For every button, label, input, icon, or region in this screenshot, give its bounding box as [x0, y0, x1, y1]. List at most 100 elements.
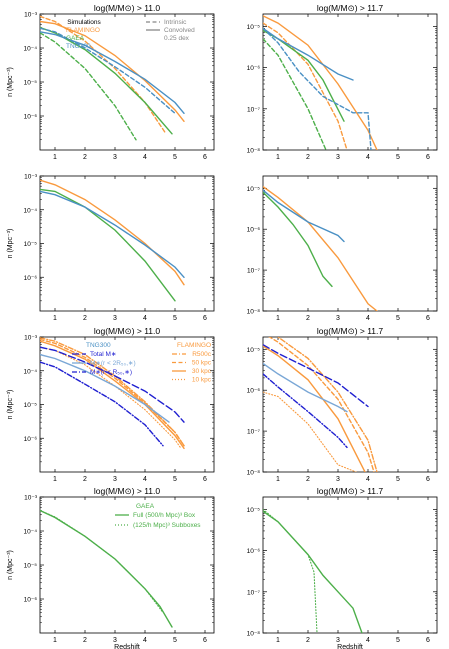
y-tick-label: 10⁻³ [24, 174, 38, 181]
y-tick-label: 10⁻⁸ [247, 309, 261, 316]
x-tick-label: 3 [336, 637, 340, 644]
x-axis-label: Redshift [337, 644, 363, 649]
x-tick-label: 4 [143, 637, 147, 644]
legend-label-flamingo: 30 kpc [192, 368, 212, 375]
series-line-tng300 [40, 31, 185, 114]
x-tick-label: 6 [426, 154, 430, 161]
x-tick-label: 4 [366, 315, 370, 322]
series-line-flamingo-50-kpc [268, 337, 375, 472]
legend-label-tng: M∗(r < 2R₅₀,∗) [90, 360, 136, 367]
y-tick-label: 10⁻⁴ [24, 529, 38, 536]
x-tick-label: 6 [203, 637, 207, 644]
x-tick-label: 4 [143, 315, 147, 322]
x-tick-label: 5 [173, 154, 177, 161]
legend-row3-tng: TNG300 Total M∗ M∗(r < 2R₅₀,∗) M∗(r < R₅₀,∗… [72, 342, 136, 376]
x-tick-label: 2 [306, 154, 310, 161]
series-line-flamingo [263, 22, 348, 150]
y-tick-label: 10⁻⁷ [247, 429, 261, 436]
x-tick-label: 3 [113, 315, 117, 322]
series-line-tng300 [263, 27, 372, 150]
plot-area [40, 179, 185, 302]
x-tick-label: 1 [53, 154, 57, 161]
y-axis-label: n (Mpc⁻³) [7, 550, 14, 580]
plot-area [263, 508, 363, 633]
y-tick-label: 10⁻⁶ [247, 227, 261, 234]
x-tick-label: 5 [396, 476, 400, 483]
x-tick-label: 6 [203, 476, 207, 483]
series-line-tng300 [263, 27, 354, 81]
y-tick-label: 10⁻⁶ [247, 388, 261, 395]
legend-title: FLAMINGO [177, 342, 211, 349]
panel-title: log(M/M⊙) > 11.0 [94, 326, 161, 336]
x-tick-label: 2 [306, 637, 310, 644]
x-tick-label: 2 [83, 637, 87, 644]
x-tick-label: 6 [203, 315, 207, 322]
x-tick-label: 5 [173, 637, 177, 644]
x-tick-label: 3 [113, 154, 117, 161]
y-tick-label: 10⁻⁸ [247, 470, 261, 477]
panel-title: log(M/M⊙) > 11.7 [317, 3, 384, 13]
y-tick-label: 10⁻⁸ [247, 631, 261, 638]
y-tick-label: 10⁻⁴ [24, 368, 38, 375]
series-line-flamingo [263, 185, 378, 311]
series-line-flamingo-r500c [276, 337, 378, 472]
x-tick-label: 1 [53, 476, 57, 483]
x-tick-label: 2 [83, 315, 87, 322]
x-tick-label: 3 [336, 154, 340, 161]
legend-title: Simulations [67, 19, 101, 26]
legend-label-tng: Total M∗ [90, 351, 116, 358]
x-tick-label: 3 [336, 476, 340, 483]
series-line-total-m [40, 346, 185, 423]
panel-row1-left: 1 2 3 4 5 6 10⁻³ 10⁻⁴ 10⁻⁵ 10⁻⁶ log(M/M⊙) > 11.0 n … [7, 3, 215, 161]
legend-label-tng300: TNG300 [66, 43, 91, 50]
legend-label-gaea: (125/h Mpc)³ Subboxes [133, 522, 201, 529]
y-tick-label: 10⁻⁵ [24, 402, 38, 409]
y-tick-label: 10⁻⁵ [247, 347, 261, 354]
y-tick-label: 10⁻³ [24, 495, 38, 502]
legend-title: GAEA [136, 503, 155, 510]
x-tick-label: 5 [396, 315, 400, 322]
x-tick-label: 2 [306, 476, 310, 483]
x-tick-label: 1 [276, 637, 280, 644]
x-tick-label: 6 [426, 637, 430, 644]
y-axis-label: n (Mpc⁻³) [7, 229, 14, 259]
panel-row3-left: 1 2 3 4 5 6 10⁻³ 10⁻⁴ 10⁻⁵ 10⁻⁶ log(M/M⊙) > 11.0 n … [7, 326, 215, 483]
series-line-flamingo-10-kpc [263, 391, 357, 472]
x-tick-label: 6 [426, 315, 430, 322]
y-tick-label: 10⁻⁵ [24, 241, 38, 248]
plot-frame [39, 336, 215, 473]
legend-title: TNG300 [86, 342, 111, 349]
series-line-flamingo [40, 15, 167, 135]
y-tick-label: 10⁻⁷ [247, 106, 261, 113]
y-tick-label: 10⁻⁶ [24, 436, 38, 443]
y-tick-label: 10⁻⁶ [24, 597, 38, 604]
legend-row4-gaea: GAEA Full (500/h Mpc)³ Box (125/h Mpc)³ Su… [115, 503, 201, 529]
y-tick-label: 10⁻⁶ [24, 114, 38, 121]
x-tick-label: 5 [396, 637, 400, 644]
x-tick-label: 1 [276, 154, 280, 161]
y-tick-label: 10⁻⁸ [247, 148, 261, 155]
legend-label-style: Intrinsic [164, 19, 187, 26]
x-tick-label: 6 [426, 476, 430, 483]
series-line-gaea [263, 191, 333, 288]
legend-label-flamingo: 10 kpc [192, 377, 212, 384]
series-line-gaea [40, 32, 137, 141]
legend-label-gaea: Full (500/h Mpc)³ Box [133, 512, 196, 519]
series-line-m-r-2r [263, 362, 348, 413]
panel-row4-left: 1 2 3 4 5 6 10⁻³ 10⁻⁴ 10⁻⁵ 10⁻⁶ log(M/M⊙) > 11.0 n … [7, 486, 215, 649]
x-tick-label: 2 [306, 315, 310, 322]
plot-area [263, 337, 378, 472]
plot-area [40, 337, 185, 450]
y-tick-label: 10⁻⁵ [24, 563, 38, 570]
series-line-flamingo-50-kpc [40, 338, 185, 447]
panel-row2-left: 1 2 3 4 5 6 10⁻³ 10⁻⁴ 10⁻⁵ 10⁻⁶ n (Mpc⁻³) [7, 174, 215, 322]
legend-label-flamingo: R500c [192, 351, 212, 358]
panel-row4-right: 1 2 3 4 5 6 10⁻⁵ 10⁻⁶ 10⁻⁷ 10⁻⁸ log(M/M⊙) > 11.7 Re… [247, 486, 438, 649]
series-line-tng300 [40, 190, 185, 278]
plot-frame [262, 13, 438, 151]
y-tick-label: 10⁻⁵ [247, 507, 261, 514]
x-tick-label: 3 [113, 637, 117, 644]
